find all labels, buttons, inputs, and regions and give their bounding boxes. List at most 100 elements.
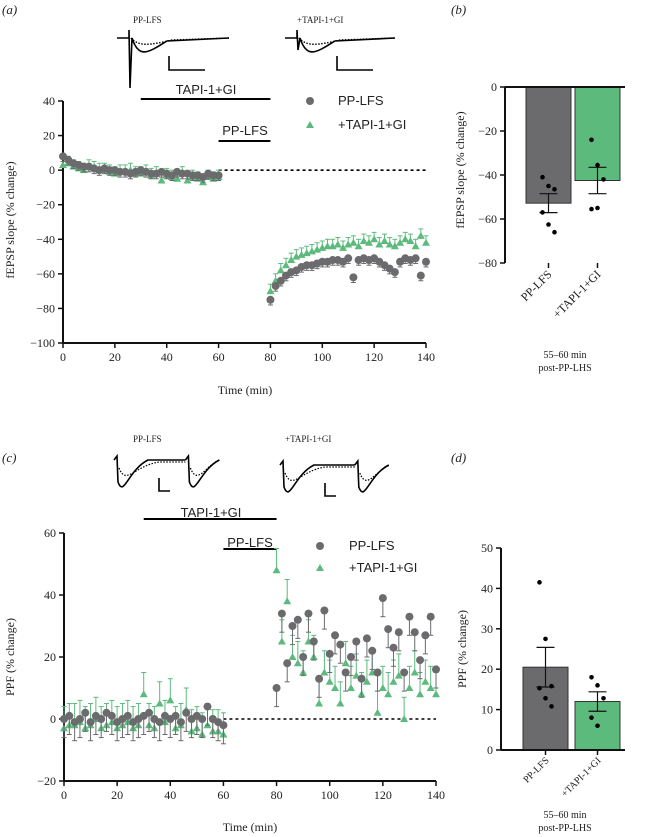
c-xtick-label: 140 — [427, 788, 445, 802]
a-ytick-label: 20 — [43, 129, 55, 143]
a-point-gray — [266, 295, 275, 304]
c-xtick-label: 0 — [61, 788, 67, 802]
d-ytick-label: 50 — [481, 541, 493, 555]
c-point-gray — [336, 640, 345, 649]
a-point-green — [406, 237, 415, 245]
c-point-green — [315, 699, 324, 707]
b-individual-point — [589, 137, 594, 143]
c-point-green — [325, 677, 334, 685]
trace-a1 — [117, 29, 230, 89]
a-ytick-label: 40 — [43, 94, 55, 108]
c-ytick-label: −20 — [37, 774, 56, 788]
c-point-green — [426, 684, 435, 691]
a-point-gray — [271, 281, 280, 290]
a-ytick-label: 0 — [49, 163, 55, 177]
c-point-gray — [325, 649, 334, 658]
c-point-gray — [171, 711, 180, 720]
d-xlabel: 55–60 min — [543, 810, 586, 821]
d-ytick-label: 40 — [481, 581, 493, 595]
a-point-green — [281, 261, 290, 269]
d-ytick-label: 0 — [487, 743, 493, 757]
d-individual-point — [601, 695, 606, 701]
b-ytick-label: 0 — [491, 80, 497, 94]
c-point-green — [373, 708, 382, 716]
a-point-green — [411, 242, 420, 250]
c-point-gray — [309, 637, 318, 646]
c-point-gray — [368, 646, 377, 655]
a-point-green — [287, 256, 296, 264]
d-ylabel: PPF (% change) — [455, 610, 469, 688]
c-point-gray — [400, 668, 409, 677]
c-point-green — [336, 699, 345, 707]
b-individual-point — [595, 162, 600, 168]
a-point-gray — [349, 273, 358, 282]
trace-c2-solid — [279, 458, 390, 493]
d-category-label: +TAPI-1+GI — [559, 755, 603, 799]
trace-c1-scalebar — [158, 478, 170, 492]
trace-a2-dotted — [298, 37, 396, 45]
a-point-green — [266, 287, 275, 295]
a-point-green — [380, 237, 389, 245]
a-point-green — [364, 238, 373, 246]
c-point-green — [341, 659, 350, 667]
a-ytick-label: −20 — [36, 198, 55, 212]
d-individual-point — [549, 683, 554, 689]
a-point-green — [416, 231, 425, 239]
c-point-gray — [272, 684, 281, 692]
b-xlabel: 55–60 min — [543, 350, 586, 361]
c-xtick-label: 120 — [374, 788, 392, 802]
c-point-green — [155, 699, 164, 707]
a-point-green — [349, 238, 358, 246]
d-individual-point — [537, 685, 542, 691]
d-category-label: PP-LFS — [521, 755, 551, 785]
c-bar-label-lfs: PP-LFS — [227, 535, 273, 550]
c-point-gray — [346, 653, 355, 661]
a-legend-triangle-marker — [306, 121, 314, 128]
c-point-gray — [421, 631, 430, 640]
c-point-gray — [283, 659, 292, 668]
d-individual-point — [589, 674, 594, 680]
c-ytick-label: 40 — [44, 588, 56, 602]
c-point-gray — [331, 631, 340, 640]
a-point-green — [354, 242, 363, 250]
c-point-gray — [341, 668, 350, 677]
panel-label-c: (c) — [2, 450, 16, 465]
trace-label-a1: PP-LFS — [133, 15, 162, 25]
c-point-green — [288, 653, 297, 660]
c-point-gray — [357, 674, 366, 683]
a-point-gray — [411, 254, 420, 263]
a-ylabel: fEPSP slope (% change) — [3, 161, 17, 278]
b-individual-point — [589, 206, 594, 212]
c-point-green — [277, 637, 286, 645]
c-point-gray — [378, 594, 387, 603]
a-ytick-label: −60 — [36, 267, 55, 281]
a-point-green — [173, 174, 182, 182]
c-point-gray — [123, 711, 132, 720]
a-bar-label-tapi: TAPI-1+GI — [176, 82, 237, 97]
a-point-green — [396, 238, 405, 246]
c-xtick-label: 20 — [111, 788, 123, 802]
d-individual-point — [543, 636, 548, 642]
trace-c1-dotted — [118, 459, 220, 476]
a-point-green — [276, 266, 285, 274]
d-individual-point — [549, 704, 554, 709]
c-xlabel: Time (min) — [223, 820, 278, 834]
d-individual-point — [543, 695, 548, 701]
c-bar-label-tapi: TAPI-1+GI — [181, 505, 242, 520]
c-point-green — [320, 668, 329, 676]
c-ytick-label: 20 — [44, 650, 56, 664]
a-point-green — [390, 242, 399, 250]
trace-label-a2: +TAPI-1+GI — [297, 15, 343, 25]
c-point-gray — [288, 622, 297, 630]
b-ytick-label: −80 — [478, 256, 497, 270]
c-point-gray — [203, 702, 212, 711]
c-point-gray — [394, 628, 403, 637]
c-point-gray — [86, 718, 95, 727]
c-point-gray — [182, 708, 191, 717]
c-point-gray — [410, 628, 419, 637]
a-xtick-label: 60 — [213, 350, 225, 364]
c-point-green — [421, 677, 430, 685]
panel-label-d: (d) — [451, 450, 466, 465]
c-ylabel: PPF (% change) — [3, 618, 17, 696]
